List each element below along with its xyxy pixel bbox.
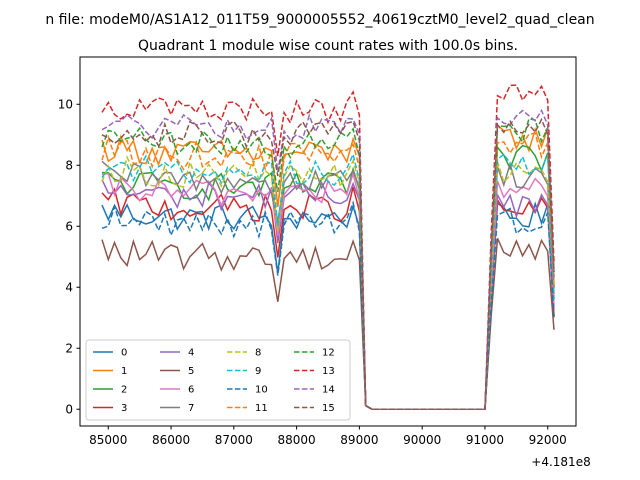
y-tick-label: 10 <box>58 98 73 112</box>
y-tick-label: 8 <box>65 159 73 173</box>
legend-label-0: 0 <box>121 348 127 359</box>
legend-label-8: 8 <box>255 348 261 359</box>
chart-title: Quadrant 1 module wise count rates with … <box>138 38 518 54</box>
figure-suptitle: n file: modeM0/AS1A12_011T59_9000005552_… <box>45 12 594 28</box>
x-tick-label: 86000 <box>152 433 190 447</box>
series-layer <box>101 84 555 410</box>
legend-label-6: 6 <box>188 385 194 396</box>
y-tick-label: 6 <box>65 220 73 234</box>
x-tick-label: 85000 <box>89 433 127 447</box>
legend-label-2: 2 <box>121 385 127 396</box>
legend-label-12: 12 <box>322 348 335 359</box>
legend-label-14: 14 <box>322 385 335 396</box>
x-tick-label: 90000 <box>403 433 441 447</box>
plot-area-frame <box>79 56 577 427</box>
legend-label-7: 7 <box>188 403 194 414</box>
series-line-15 <box>101 117 555 410</box>
x-tick-label: 92000 <box>529 433 567 447</box>
legend-label-5: 5 <box>188 366 194 377</box>
legend-label-9: 9 <box>255 366 261 377</box>
x-tick-label: 88000 <box>278 433 316 447</box>
x-tick-label: 91000 <box>466 433 504 447</box>
legend-label-11: 11 <box>255 403 268 414</box>
legend-label-4: 4 <box>188 348 194 359</box>
x-offset-label: +4.181e8 <box>531 455 590 469</box>
legend-label-15: 15 <box>322 403 335 414</box>
y-axis: 0 2 4 6 8 10 <box>58 98 80 417</box>
y-tick-label: 4 <box>65 281 73 295</box>
x-tick-label: 89000 <box>340 433 378 447</box>
legend-label-1: 1 <box>121 366 127 377</box>
legend-box <box>85 339 351 421</box>
y-tick-label: 0 <box>65 403 73 417</box>
series-line-8 <box>101 155 555 410</box>
series-line-12 <box>101 118 555 410</box>
series-line-11 <box>101 132 555 410</box>
x-tick-label: 87000 <box>215 433 253 447</box>
x-axis: 85000 86000 87000 88000 89000 90000 91000 92000 <box>89 426 567 447</box>
legend-label-3: 3 <box>121 403 127 414</box>
legend-label-10: 10 <box>255 385 268 396</box>
legend-label-13: 13 <box>322 366 335 377</box>
y-tick-label: 2 <box>65 342 73 356</box>
